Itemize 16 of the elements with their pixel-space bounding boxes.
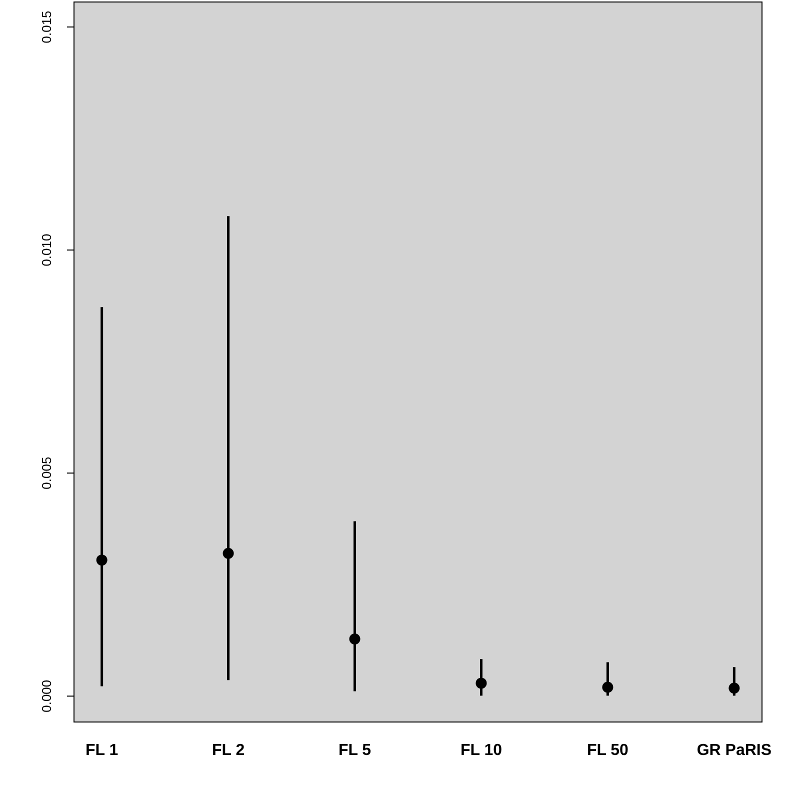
x-tick-label: FL 50 <box>586 742 629 759</box>
point <box>602 682 614 693</box>
x-tick-label: FL 10 <box>460 742 502 759</box>
point <box>349 634 360 645</box>
y-tick-label: 0.010 <box>39 234 54 266</box>
x-tick-label: FL 2 <box>212 742 245 759</box>
point <box>96 554 108 566</box>
y-tick-label: 0.015 <box>39 10 54 44</box>
y-tick-label: 0.005 <box>39 456 54 490</box>
x-tick-label: GR PaRIS <box>696 742 772 759</box>
point <box>728 682 740 694</box>
x-tick-label: FL 5 <box>338 742 372 759</box>
point <box>222 548 234 559</box>
y-tick-label: 0.000 <box>39 680 54 712</box>
point <box>476 678 487 689</box>
x-tick-label: FL 1 <box>86 742 118 759</box>
